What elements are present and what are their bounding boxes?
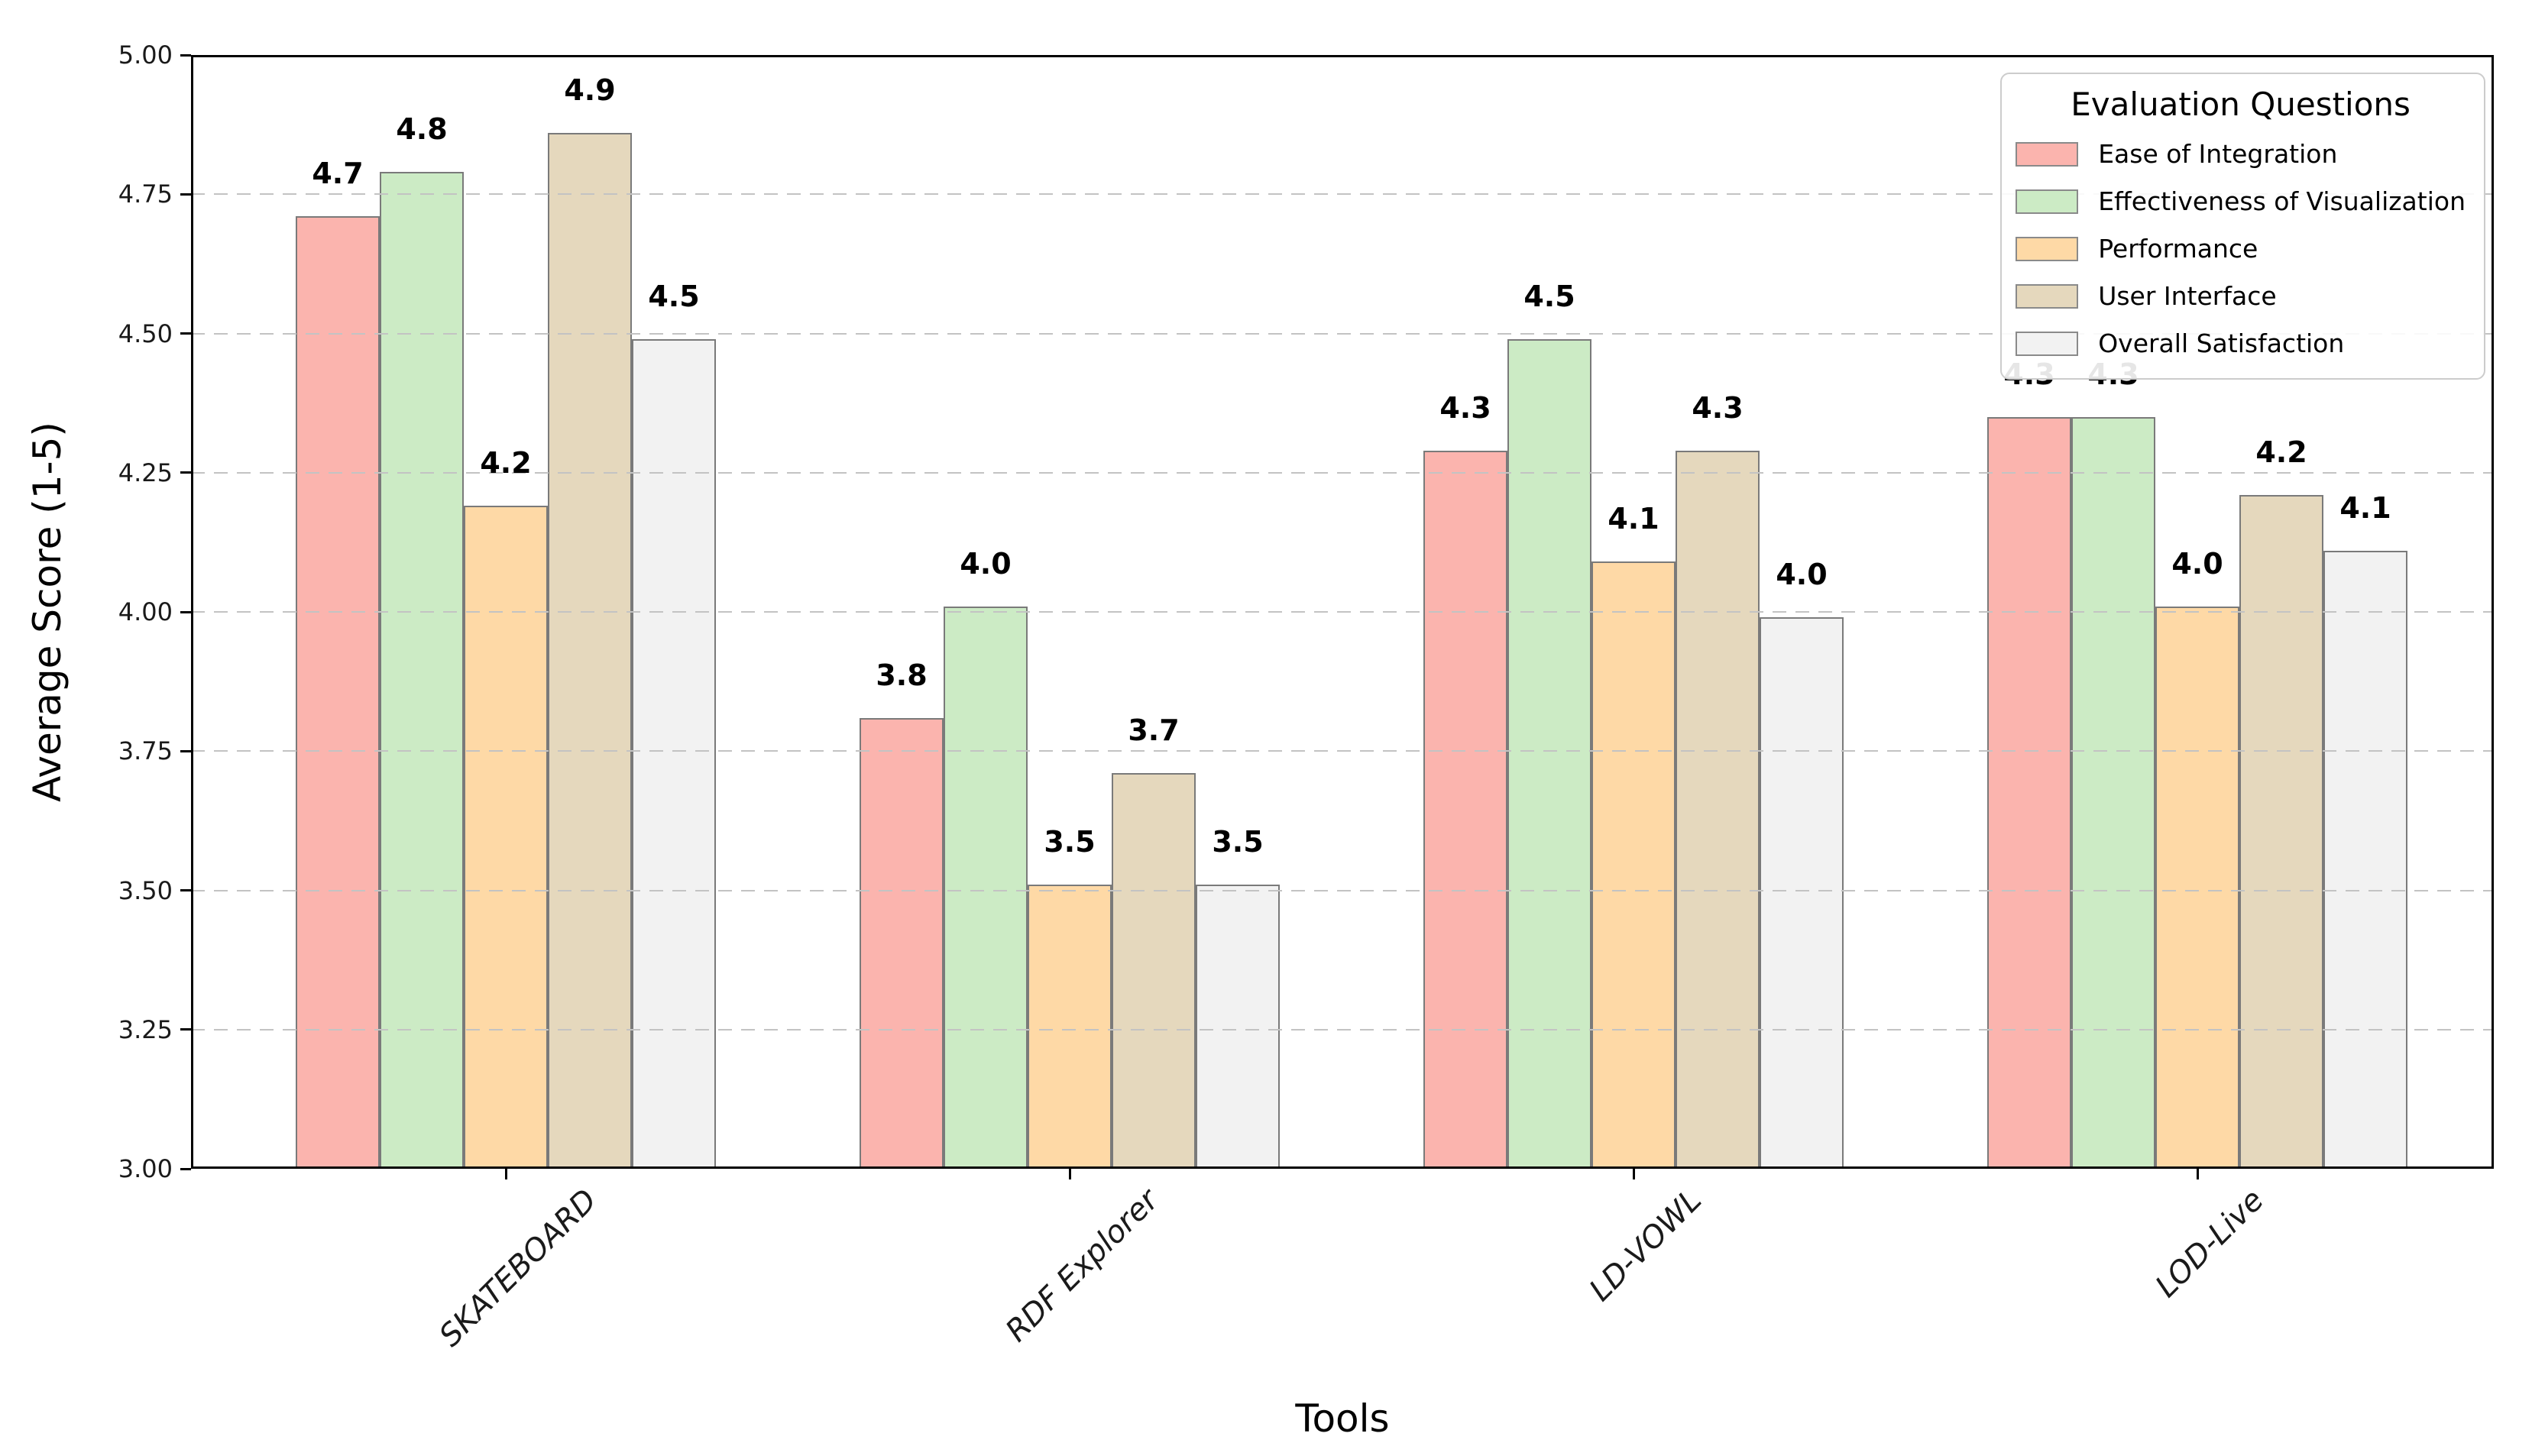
x-tick-label: RDF Explorer	[999, 1183, 1166, 1349]
y-tick-mark	[180, 332, 191, 335]
legend-item-label: Performance	[2098, 234, 2258, 264]
bar-value-label: 3.8	[876, 658, 928, 692]
y-tick-label: 4.25	[118, 458, 173, 487]
gridline	[191, 471, 2494, 474]
legend: Evaluation Questions Ease of Integration…	[2000, 73, 2485, 380]
gridline	[191, 750, 2494, 752]
bar-value-label: 4.3	[1692, 390, 1744, 425]
bar-value-label: 4.2	[2255, 435, 2307, 469]
legend-title: Evaluation Questions	[2071, 86, 2411, 123]
y-tick-mark	[180, 471, 191, 474]
legend-item: Effectiveness of Visualization	[2016, 178, 2466, 225]
gridline	[191, 1028, 2494, 1031]
gridline	[191, 193, 2494, 196]
y-tick-label: 3.00	[118, 1154, 173, 1183]
bar	[860, 717, 944, 1169]
bar	[380, 172, 464, 1169]
legend-swatch	[2016, 189, 2079, 214]
bar	[1507, 338, 1591, 1169]
bar	[1028, 885, 1112, 1169]
y-tick-label: 5.00	[118, 40, 173, 70]
bar	[548, 133, 632, 1169]
bar	[944, 606, 1028, 1169]
y-tick-label: 3.50	[118, 875, 173, 905]
bar-value-label: 4.0	[960, 546, 1012, 581]
bar	[2155, 606, 2239, 1169]
y-tick-mark	[180, 749, 191, 752]
plot-area: 4.73.84.34.34.84.04.54.34.23.54.14.04.93…	[191, 55, 2494, 1169]
bar-value-label: 4.3	[1439, 390, 1491, 425]
x-tick-mark	[1632, 1169, 1635, 1179]
bar-value-label: 4.0	[2171, 546, 2223, 581]
x-tick-mark	[2196, 1169, 2199, 1179]
legend-swatch	[2016, 142, 2079, 167]
bar	[2323, 550, 2407, 1169]
y-tick-mark	[180, 610, 191, 613]
value-labels-layer: 4.73.84.34.34.84.04.54.34.23.54.14.04.93…	[191, 55, 2494, 1169]
x-tick-mark	[504, 1169, 507, 1179]
legend-swatch	[2016, 332, 2079, 356]
y-tick-label: 4.50	[118, 319, 173, 348]
bar	[1112, 773, 1196, 1169]
y-tick-mark	[180, 193, 191, 196]
legend-item: Overall Satisfaction	[2016, 320, 2466, 367]
bar-value-label: 3.5	[1212, 825, 1264, 859]
bar	[464, 506, 548, 1169]
legend-item-label: Overall Satisfaction	[2098, 328, 2345, 358]
gridline	[191, 332, 2494, 335]
y-tick-mark	[180, 1028, 191, 1031]
legend-swatch	[2016, 284, 2079, 309]
bar	[2071, 416, 2155, 1169]
bar-value-label: 4.1	[2339, 490, 2391, 525]
x-axis-label: Tools	[1295, 1396, 1390, 1441]
legend-item: Ease of Integration	[2016, 131, 2466, 178]
bar-value-label: 3.5	[1044, 825, 1096, 859]
y-tick-mark	[180, 1167, 191, 1170]
bar	[1987, 416, 2071, 1169]
x-tick-label: SKATEBOARD	[432, 1183, 604, 1354]
bar-value-label: 4.9	[564, 73, 616, 108]
legend-item: User Interface	[2016, 273, 2466, 320]
bar-value-label: 4.5	[648, 279, 700, 313]
legend-item: Performance	[2016, 225, 2466, 273]
legend-swatch	[2016, 237, 2079, 261]
grid-layer	[191, 55, 2494, 1169]
bar-value-label: 4.2	[480, 446, 532, 480]
bar	[1196, 885, 1280, 1169]
bar	[1760, 617, 1844, 1169]
x-tick-label: LD-VOWL	[1582, 1183, 1709, 1309]
gridline	[191, 889, 2494, 891]
bar	[296, 216, 380, 1169]
bar	[1676, 450, 1760, 1169]
legend-items: Ease of Integration Effectiveness of Visu…	[2016, 131, 2466, 367]
bar	[2239, 494, 2323, 1169]
bar-value-label: 3.7	[1128, 713, 1180, 748]
x-tick-mark	[1068, 1169, 1071, 1179]
legend-item-label: Effectiveness of Visualization	[2098, 186, 2466, 216]
y-tick-mark	[180, 889, 191, 891]
y-tick-label: 3.25	[118, 1014, 173, 1044]
y-tick-label: 3.75	[118, 736, 173, 766]
bar-value-label: 4.0	[1776, 558, 1828, 592]
legend-item-label: User Interface	[2098, 281, 2277, 311]
y-tick-label: 4.75	[118, 180, 173, 209]
bar-value-label: 4.7	[312, 157, 364, 191]
y-tick-label: 4.00	[118, 597, 173, 626]
bar	[632, 338, 716, 1169]
bar	[1591, 561, 1676, 1169]
bar-value-label: 4.5	[1523, 279, 1575, 313]
bar	[1423, 450, 1507, 1169]
bars-layer	[191, 55, 2494, 1169]
y-tick-mark	[180, 53, 191, 57]
legend-item-label: Ease of Integration	[2098, 139, 2338, 169]
gridline	[191, 611, 2494, 613]
bar-value-label: 4.1	[1608, 502, 1659, 536]
bar-value-label: 4.8	[396, 112, 448, 147]
x-tick-label: LOD-Live	[2148, 1183, 2271, 1305]
